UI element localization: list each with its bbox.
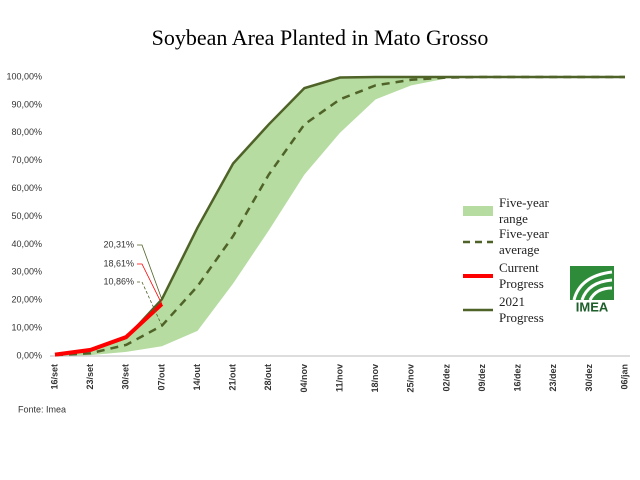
- y-tick-label: 80,00%: [11, 127, 42, 137]
- y-tick-label: 10,00%: [11, 322, 42, 332]
- x-tick-label: 23/dez: [548, 364, 558, 392]
- logo-stripes: [572, 270, 613, 301]
- legend-label: Five-year range: [499, 195, 549, 226]
- y-tick-label: 90,00%: [11, 99, 42, 109]
- x-tick-label: 04/nov: [299, 364, 309, 393]
- x-tick-label: 16/set: [49, 364, 59, 390]
- logo-text: IMEA: [576, 299, 609, 314]
- leader-line: [137, 263, 163, 305]
- x-tick-label: 06/jan: [619, 364, 629, 390]
- line-series: [54, 75, 625, 356]
- x-tick-label: 16/dez: [513, 364, 523, 392]
- y-tick-label: 40,00%: [11, 239, 42, 249]
- x-tick-label: 25/nov: [406, 364, 416, 393]
- x-tick-label: 30/dez: [584, 364, 594, 392]
- data-label: 10,86%: [103, 276, 134, 286]
- x-tick-label: 11/nov: [334, 364, 344, 392]
- chart-title: Soybean Area Planted in Mato Grosso: [152, 25, 489, 50]
- y-tick-label: 100,00%: [6, 71, 42, 81]
- x-tick-label: 14/out: [192, 364, 202, 391]
- line-series: [54, 75, 625, 357]
- x-tick-label: 18/nov: [370, 364, 380, 393]
- y-tick-label: 60,00%: [11, 183, 42, 193]
- line-series: [54, 302, 164, 357]
- leader-line: [137, 281, 163, 326]
- x-tick-label: 21/out: [228, 364, 238, 391]
- data-label: 18,61%: [103, 258, 134, 268]
- legend-label: 2021 Progress: [499, 294, 544, 325]
- source: Fonte: Imea: [18, 404, 66, 414]
- y-tick-label: 30,00%: [11, 267, 42, 277]
- legend-label: Current Progress: [499, 260, 544, 291]
- x-tick-label: 23/set: [85, 364, 95, 390]
- x-tick-label: 30/set: [121, 364, 131, 390]
- x-tick-label: 28/out: [263, 364, 273, 391]
- y-tick-label: 20,00%: [11, 295, 42, 305]
- x-tick-label: 07/out: [156, 364, 166, 391]
- y-tick-label: 50,00%: [11, 211, 42, 221]
- data-label: 20,31%: [103, 239, 134, 249]
- legend-label: Five-year average: [499, 226, 549, 257]
- x-tick-label: 09/dez: [477, 364, 487, 392]
- y-tick-label: 0,00%: [16, 350, 42, 360]
- y-tick-label: 70,00%: [11, 155, 42, 165]
- legend-swatch: [463, 206, 493, 216]
- x-tick-label: 02/dez: [441, 364, 451, 392]
- range-area: [55, 77, 625, 356]
- leader-line: [137, 244, 163, 300]
